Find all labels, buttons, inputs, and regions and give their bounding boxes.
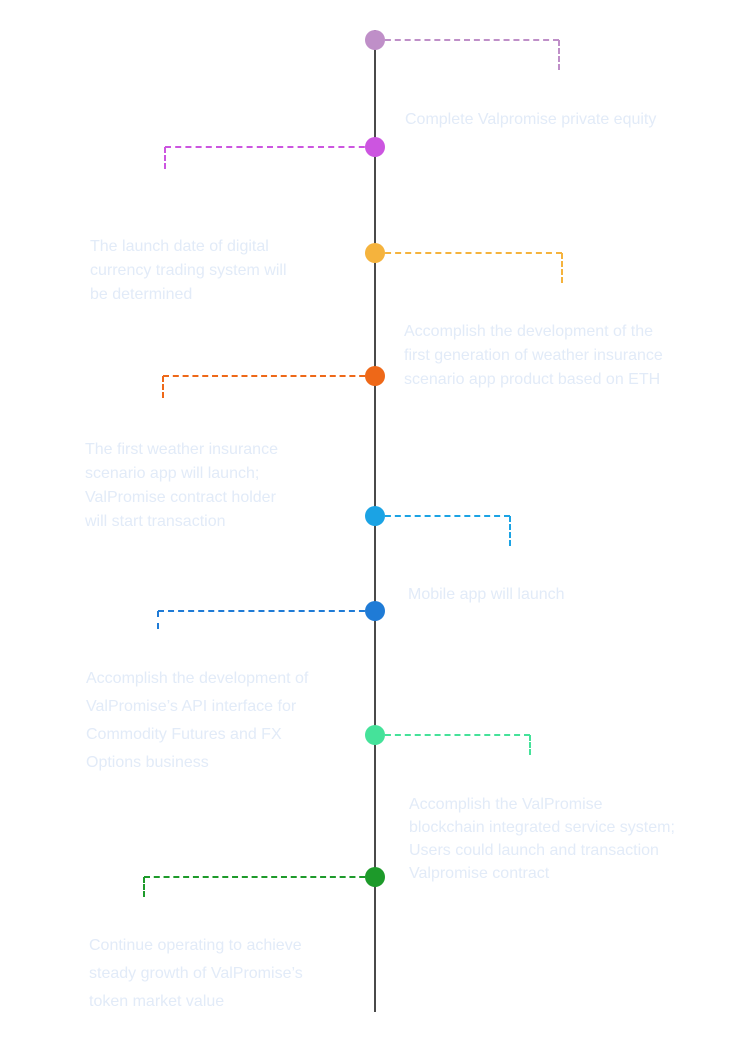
milestone-connector <box>158 610 375 612</box>
milestone-text: Mobile app will launch <box>408 586 565 603</box>
milestone-connector-tick <box>157 611 159 629</box>
milestone-text: Continue operating to achieve steady gro… <box>89 937 303 1010</box>
milestone-connector <box>375 734 530 736</box>
milestone-text: The launch date of digital currency trad… <box>90 238 287 303</box>
milestone-text: Accomplish the development of the first … <box>404 323 663 388</box>
milestone-dot <box>365 243 385 263</box>
milestone-connector-tick <box>561 253 563 283</box>
milestone-dot <box>365 601 385 621</box>
milestone-connector <box>144 876 375 878</box>
milestone-dot <box>365 137 385 157</box>
milestone-connector-tick <box>529 735 531 755</box>
milestone-connector-tick <box>509 516 511 546</box>
milestone-text: The first weather insurance scenario app… <box>85 441 278 530</box>
milestone-text: Complete Valpromise private equity <box>405 111 657 128</box>
milestone-dot <box>365 725 385 745</box>
milestone-connector <box>375 252 562 254</box>
milestone-dot <box>365 30 385 50</box>
milestone-connector-tick <box>162 376 164 398</box>
milestone-connector <box>375 39 559 41</box>
milestone-connector-tick <box>558 40 560 70</box>
milestone-connector <box>165 146 375 148</box>
milestone-connector <box>375 515 510 517</box>
milestone-dot <box>365 366 385 386</box>
milestone-connector-tick <box>164 147 166 169</box>
milestone-text: Accomplish the development of ValPromise… <box>86 670 309 771</box>
milestone-dot <box>365 867 385 887</box>
milestone-connector-tick <box>143 877 145 897</box>
milestone-connector <box>163 375 375 377</box>
milestone-text: Accomplish the ValPromise blockchain int… <box>409 796 675 882</box>
milestone-dot <box>365 506 385 526</box>
